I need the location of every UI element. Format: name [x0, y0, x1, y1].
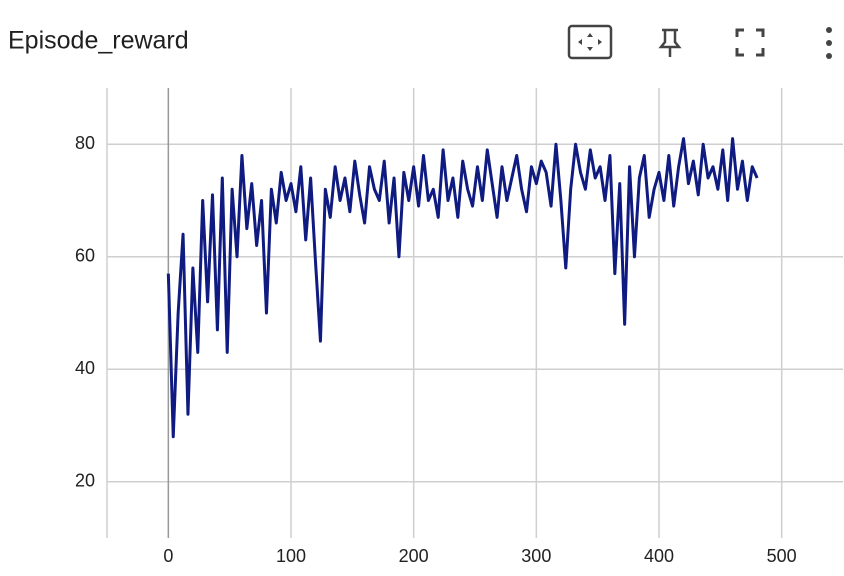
- y-tick-label: 20: [75, 471, 95, 491]
- pin-button[interactable]: [658, 28, 682, 57]
- x-tick-label: 200: [399, 546, 429, 566]
- fullscreen-button[interactable]: [735, 28, 765, 57]
- y-tick-label: 40: [75, 358, 95, 378]
- fit-domain-button[interactable]: [567, 24, 613, 60]
- x-tick-label: 300: [521, 546, 551, 566]
- x-tick-label: 400: [644, 546, 674, 566]
- data-line: [166, 137, 759, 439]
- x-tick-label: 100: [276, 546, 306, 566]
- more-button[interactable]: [826, 27, 832, 59]
- y-tick-label: 80: [75, 133, 95, 153]
- x-tick-label: 500: [767, 546, 797, 566]
- chart-title: Episode_reward: [8, 27, 189, 55]
- x-tick-label: 0: [163, 546, 173, 566]
- y-tick-label: 60: [75, 246, 95, 266]
